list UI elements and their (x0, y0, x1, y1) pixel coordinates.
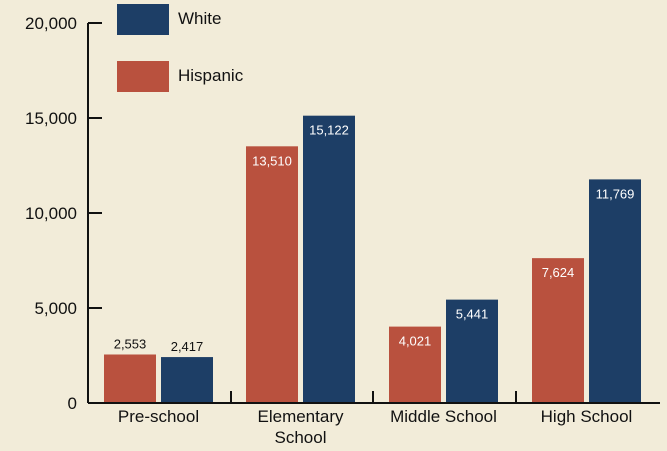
data-label-white-2: 5,441 (456, 307, 489, 322)
bar-white-2 (446, 299, 498, 403)
bar-hispanic-2 (389, 326, 441, 403)
data-label-white-1: 15,122 (309, 123, 349, 138)
y-tick-label-2: 10,000 (25, 204, 77, 223)
y-tick-label-3: 15,000 (25, 109, 77, 128)
bar-hispanic-0 (104, 354, 156, 403)
legend-label-white: White (178, 9, 221, 28)
data-label-hispanic-3: 7,624 (542, 265, 575, 280)
bar-hispanic-3 (532, 258, 584, 403)
data-label-white-0: 2,417 (171, 339, 204, 354)
y-tick-label-4: 20,000 (25, 14, 77, 33)
bar-hispanic-1 (246, 146, 298, 403)
category-label-1-line-0: Elementary (258, 407, 344, 426)
data-label-hispanic-2: 4,021 (399, 334, 432, 349)
bar-white-1 (303, 115, 355, 403)
category-label-1-line-1: School (275, 428, 327, 447)
category-label-0: Pre-school (118, 407, 199, 426)
bar-white-3 (589, 179, 641, 403)
category-label-2: Middle School (390, 407, 497, 426)
bar-white-0 (161, 357, 213, 403)
data-label-white-3: 11,769 (596, 186, 635, 201)
category-label-3: High School (541, 407, 633, 426)
legend-swatch-hispanic (117, 61, 169, 92)
legend-swatch-white (117, 4, 169, 35)
data-label-hispanic-1: 13,510 (252, 153, 292, 168)
data-label-hispanic-0: 2,553 (114, 336, 147, 351)
y-tick-label-0: 0 (68, 394, 77, 413)
legend-label-hispanic: Hispanic (178, 66, 244, 85)
y-tick-label-1: 5,000 (34, 299, 77, 318)
